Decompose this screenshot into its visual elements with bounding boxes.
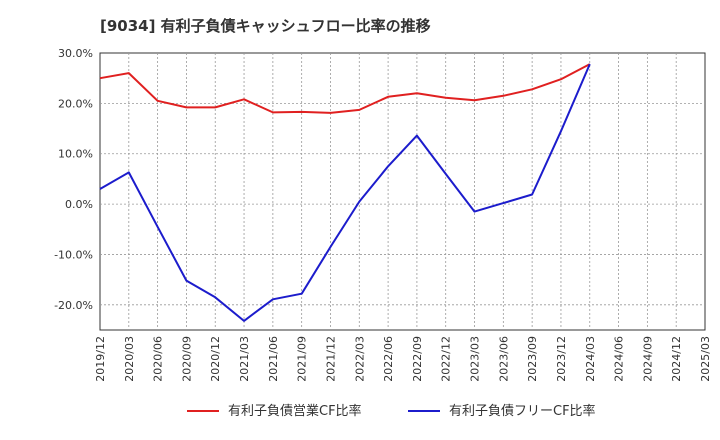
x-tick-label: 2025/03 xyxy=(699,336,712,382)
plot-area xyxy=(99,52,706,331)
x-tick-label: 2023/06 xyxy=(497,336,510,382)
legend-label-1: 有利子負債営業CF比率 xyxy=(228,403,362,419)
x-tick-label: 2020/12 xyxy=(209,336,222,382)
y-tick-label: 10.0% xyxy=(58,148,93,161)
x-tick-label: 2024/06 xyxy=(613,336,626,382)
x-tick-label: 2021/06 xyxy=(267,336,280,382)
legend-label-2: 有利子負債フリーCF比率 xyxy=(449,403,596,419)
x-tick-label: 2021/03 xyxy=(238,336,251,382)
x-tick-label: 2022/03 xyxy=(353,336,366,382)
x-tick-label: 2020/09 xyxy=(180,336,193,382)
y-tick-label: 20.0% xyxy=(58,97,93,110)
chart-title: [9034] 有利子負債キャッシュフロー比率の推移 xyxy=(100,17,431,35)
x-tick-label: 2020/03 xyxy=(123,336,136,382)
y-tick-label: 30.0% xyxy=(58,47,93,60)
x-tick-label: 2022/06 xyxy=(382,336,395,382)
y-tick-label: -20.0% xyxy=(54,299,93,312)
series-line-2 xyxy=(99,63,591,322)
x-tick-label: 2019/12 xyxy=(94,336,107,382)
x-tick-label: 2023/09 xyxy=(526,336,539,382)
x-tick-label: 2021/12 xyxy=(324,336,337,382)
x-tick-label: 2023/12 xyxy=(555,336,568,382)
x-tick-label: 2022/12 xyxy=(440,336,453,382)
x-tick-label: 2024/03 xyxy=(584,336,597,382)
x-tick-label: 2024/09 xyxy=(641,336,654,382)
x-tick-label: 2021/09 xyxy=(296,336,309,382)
x-tick-label: 2022/09 xyxy=(411,336,424,382)
x-tick-label: 2020/06 xyxy=(152,336,165,382)
x-tick-label: 2023/03 xyxy=(469,336,482,382)
series-line-1 xyxy=(99,63,591,114)
y-tick-label: 0.0% xyxy=(65,198,93,211)
x-tick-label: 2024/12 xyxy=(670,336,683,382)
y-tick-label: -10.0% xyxy=(54,248,93,261)
